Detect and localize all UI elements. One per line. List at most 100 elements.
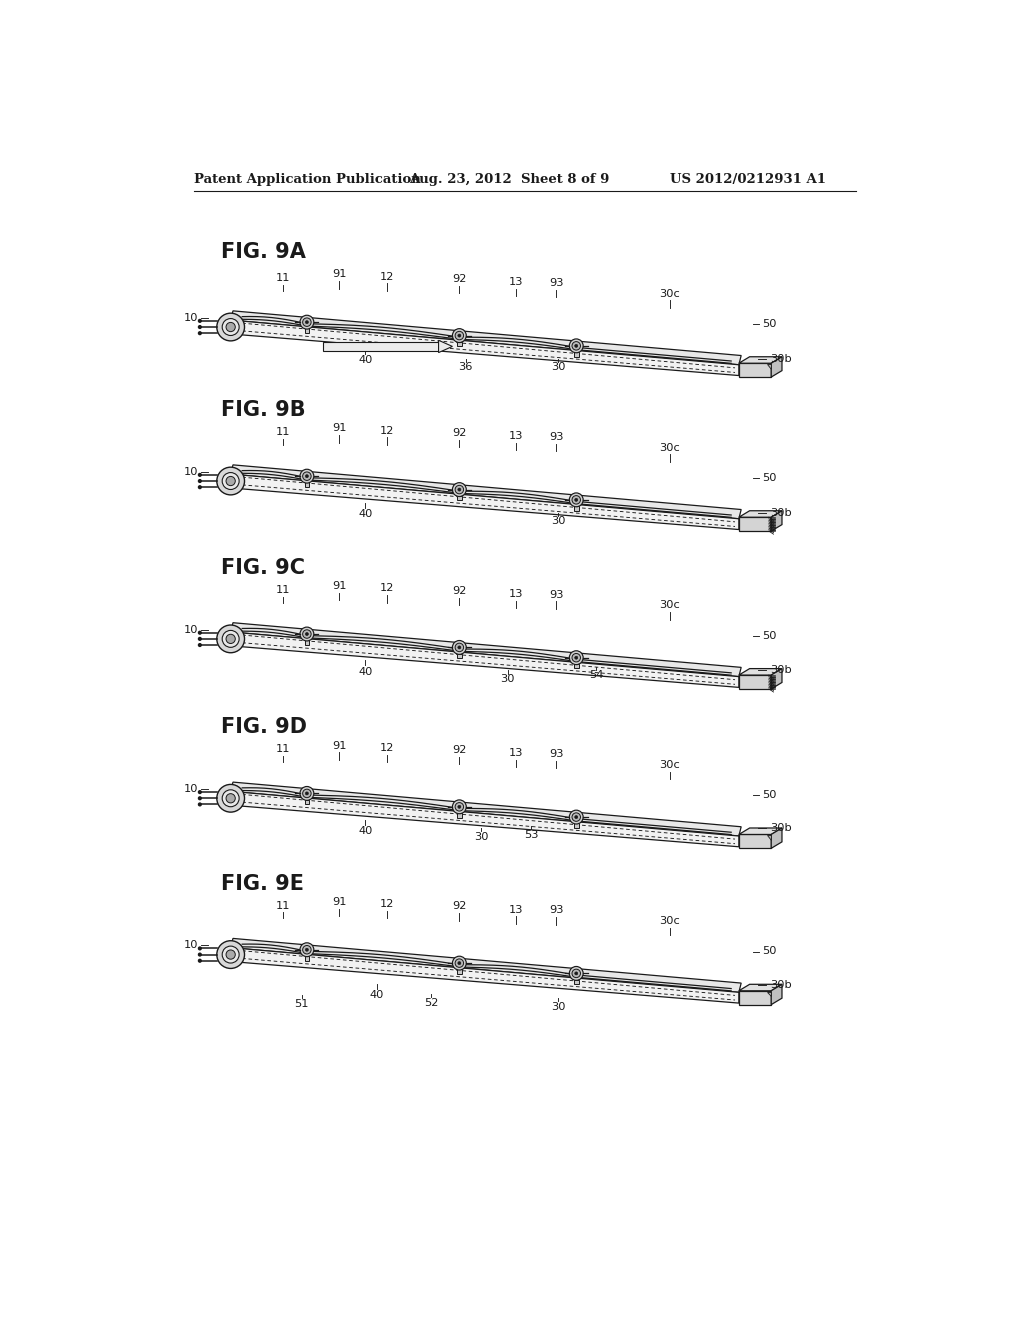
Circle shape	[300, 942, 313, 957]
Text: 54: 54	[589, 671, 603, 680]
Bar	[304, 482, 309, 487]
Text: 91: 91	[332, 581, 346, 591]
Polygon shape	[767, 991, 771, 997]
Polygon shape	[323, 342, 438, 351]
Bar	[457, 496, 462, 500]
Circle shape	[300, 787, 313, 800]
Text: FIG. 9A: FIG. 9A	[221, 243, 306, 263]
Polygon shape	[739, 363, 771, 378]
Circle shape	[572, 813, 581, 821]
Circle shape	[574, 816, 578, 818]
Circle shape	[222, 946, 240, 964]
Circle shape	[199, 644, 202, 647]
Text: 93: 93	[549, 432, 563, 442]
Circle shape	[300, 627, 313, 642]
Polygon shape	[230, 792, 739, 847]
Circle shape	[199, 960, 202, 962]
Text: 13: 13	[508, 277, 523, 286]
Text: 10: 10	[184, 940, 199, 950]
Text: FIG. 9C: FIG. 9C	[221, 558, 305, 578]
Text: Aug. 23, 2012  Sheet 8 of 9: Aug. 23, 2012 Sheet 8 of 9	[410, 173, 609, 186]
Text: 30c: 30c	[659, 916, 680, 927]
Polygon shape	[230, 948, 739, 1003]
Circle shape	[199, 953, 202, 956]
Polygon shape	[767, 836, 771, 840]
Circle shape	[222, 318, 240, 335]
Bar	[304, 956, 309, 961]
Circle shape	[305, 792, 308, 795]
Circle shape	[458, 645, 461, 649]
Text: FIG. 9D: FIG. 9D	[221, 718, 307, 738]
Text: 30b: 30b	[770, 824, 792, 833]
Polygon shape	[767, 364, 771, 368]
Circle shape	[574, 656, 578, 659]
Text: 91: 91	[332, 269, 346, 280]
Circle shape	[305, 475, 308, 478]
Polygon shape	[739, 675, 771, 689]
Text: 30: 30	[551, 1002, 565, 1011]
Circle shape	[300, 469, 313, 483]
Bar	[573, 664, 579, 668]
Text: 92: 92	[453, 275, 467, 284]
Circle shape	[305, 321, 308, 323]
Text: 30c: 30c	[659, 442, 680, 453]
Circle shape	[305, 632, 308, 635]
Circle shape	[199, 803, 202, 805]
Text: 30b: 30b	[770, 508, 792, 517]
Text: 91: 91	[332, 424, 346, 433]
Text: 30b: 30b	[770, 354, 792, 363]
Text: 30c: 30c	[659, 760, 680, 770]
Polygon shape	[771, 985, 782, 1005]
Text: 12: 12	[380, 272, 394, 281]
Text: 13: 13	[508, 748, 523, 758]
Text: 10: 10	[184, 467, 199, 477]
Polygon shape	[230, 781, 741, 836]
Text: 53: 53	[523, 830, 539, 840]
Bar	[304, 800, 309, 804]
Bar	[304, 640, 309, 644]
Circle shape	[199, 479, 202, 482]
Text: FIG. 9B: FIG. 9B	[221, 400, 306, 420]
Circle shape	[303, 789, 311, 797]
Circle shape	[199, 486, 202, 488]
Circle shape	[217, 313, 245, 341]
Text: 13: 13	[508, 432, 523, 441]
Polygon shape	[230, 465, 741, 519]
Text: 11: 11	[275, 585, 290, 595]
Polygon shape	[230, 312, 741, 364]
Text: 91: 91	[332, 741, 346, 751]
Polygon shape	[739, 828, 782, 834]
Circle shape	[303, 473, 311, 480]
Text: 50: 50	[762, 791, 776, 800]
Circle shape	[199, 319, 202, 322]
Circle shape	[572, 969, 581, 978]
Text: 30: 30	[551, 363, 565, 372]
Circle shape	[217, 784, 245, 812]
Circle shape	[303, 318, 311, 326]
Circle shape	[455, 486, 464, 494]
Text: 40: 40	[358, 826, 373, 836]
Text: 50: 50	[762, 319, 776, 329]
Text: 11: 11	[275, 744, 290, 755]
Text: 11: 11	[275, 428, 290, 437]
Circle shape	[458, 805, 461, 808]
Polygon shape	[438, 341, 453, 352]
Circle shape	[222, 631, 240, 647]
Text: 40: 40	[370, 990, 384, 1001]
Text: 12: 12	[380, 899, 394, 909]
Circle shape	[303, 630, 311, 639]
Polygon shape	[739, 669, 782, 675]
Circle shape	[455, 643, 464, 652]
Circle shape	[574, 499, 578, 502]
Text: 91: 91	[332, 896, 346, 907]
Text: 30: 30	[551, 516, 565, 527]
Text: 10: 10	[184, 313, 199, 323]
Polygon shape	[739, 356, 782, 363]
Text: 11: 11	[275, 273, 290, 284]
Circle shape	[303, 945, 311, 954]
Circle shape	[199, 326, 202, 329]
Text: 50: 50	[762, 473, 776, 483]
Circle shape	[569, 651, 583, 665]
Text: 10: 10	[184, 624, 199, 635]
Bar	[457, 653, 462, 659]
